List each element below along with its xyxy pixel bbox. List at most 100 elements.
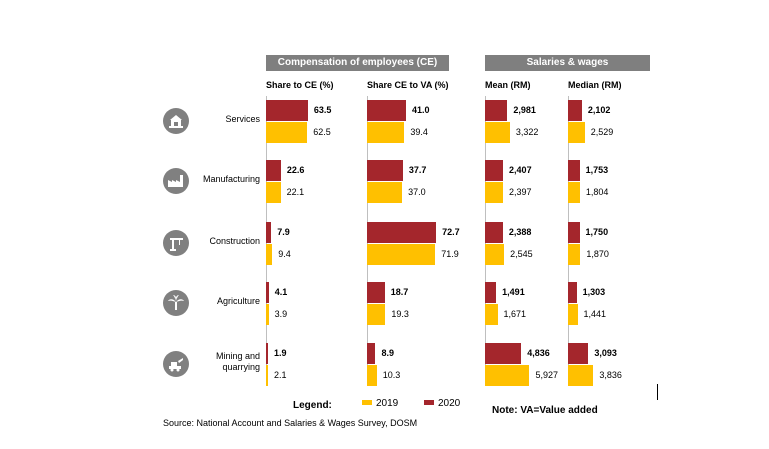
value-label-2019: 3,836 <box>599 370 622 380</box>
value-label-2019: 2.1 <box>274 370 287 380</box>
value-label-2019: 3.9 <box>274 309 288 319</box>
value-label-2019: 1,671 <box>503 309 527 319</box>
value-label-2020: 2,102 <box>587 105 611 115</box>
value-label-2020: 2,407 <box>509 165 532 175</box>
value-label-2019: 2,545 <box>510 249 533 259</box>
bar-2020 <box>568 100 582 121</box>
bar-2020 <box>367 222 437 243</box>
bar-2019 <box>485 244 505 265</box>
bar-2020 <box>266 343 268 364</box>
bar-2020 <box>568 160 580 181</box>
bar-2020 <box>568 282 577 303</box>
agriculture-icon <box>163 290 189 316</box>
bar-2019 <box>266 122 308 143</box>
bar-2019 <box>367 122 405 143</box>
value-label-2019: 2,397 <box>508 187 532 197</box>
column-header-median: Median (RM) <box>568 80 622 90</box>
value-label-2019: 9.4 <box>278 249 291 259</box>
note-text: Note: VA=Value added <box>492 405 598 416</box>
sector-label: Construction <box>209 236 260 246</box>
legend-title: Legend: <box>293 400 332 411</box>
bar-2019 <box>485 182 503 203</box>
value-label-2020: 4.1 <box>274 287 288 297</box>
services-icon <box>163 108 189 134</box>
value-label-2019: 1,804 <box>585 187 609 197</box>
value-label-2020: 1,750 <box>585 227 609 237</box>
value-label-2020: 18.7 <box>390 287 409 297</box>
value-label-2019: 10.3 <box>382 370 401 380</box>
value-label-2020: 1,491 <box>502 287 525 297</box>
value-label-2019: 39.4 <box>410 127 428 137</box>
value-label-2020: 72.7 <box>442 227 460 237</box>
value-label-2019: 37.0 <box>408 187 426 197</box>
column-header-share-ce: Share to CE (%) <box>266 80 334 90</box>
bar-2020 <box>367 282 385 303</box>
bar-2019 <box>266 182 281 203</box>
legend-label-2020: 2020 <box>438 398 461 409</box>
value-label-2019: 19.3 <box>391 309 409 319</box>
bar-2019 <box>266 304 269 325</box>
bar-2020 <box>485 160 504 181</box>
value-label-2020: 41.0 <box>411 105 430 115</box>
bar-2020 <box>266 160 281 181</box>
value-label-2020: 2,981 <box>513 105 536 115</box>
value-label-2020: 4,836 <box>527 348 550 358</box>
manufacturing-icon <box>163 168 189 194</box>
bar-2019 <box>367 365 377 386</box>
value-label-2020: 63.5 <box>313 105 332 115</box>
value-label-2020: 37.7 <box>408 165 427 175</box>
source-text: Source: National Account and Salaries & … <box>163 418 418 428</box>
bar-2019 <box>266 365 268 386</box>
sector-label: Mining and quarrying <box>215 351 260 372</box>
bar-2019 <box>568 244 581 265</box>
value-label-2020: 8.9 <box>381 348 394 358</box>
salaries-header: Salaries & wages <box>485 55 650 71</box>
mining-icon <box>163 351 189 377</box>
bar-2020 <box>568 222 580 243</box>
bar-2019 <box>485 365 530 386</box>
value-label-2020: 7.9 <box>277 227 290 237</box>
value-label-2020: 3,093 <box>594 348 617 358</box>
bar-2020 <box>485 343 522 364</box>
bar-2019 <box>367 182 403 203</box>
column-header-share-va: Share CE to VA (%) <box>367 80 449 90</box>
value-label-2019: 62.5 <box>313 127 331 137</box>
bar-2019 <box>485 304 498 325</box>
bar-2020 <box>266 222 272 243</box>
bar-2020 <box>367 343 376 364</box>
bar-2019 <box>485 122 510 143</box>
sector-label: Services <box>225 114 260 124</box>
ce-header: Compensation of employees (CE) <box>266 55 449 71</box>
legend-label-2019: 2019 <box>376 398 399 409</box>
bar-2019 <box>568 365 594 386</box>
value-label-2019: 1,870 <box>586 249 609 259</box>
bar-2019 <box>568 122 585 143</box>
value-label-2019: 2,529 <box>590 127 614 137</box>
column-header-mean: Mean (RM) <box>485 80 531 90</box>
legend-swatch-2020 <box>424 400 434 405</box>
legend-swatch-2019 <box>362 400 372 405</box>
sector-label: Agriculture <box>216 296 260 306</box>
bar-2019 <box>367 304 386 325</box>
value-label-2019: 1,441 <box>583 309 607 319</box>
bar-2019 <box>568 182 580 203</box>
value-label-2019: 3,322 <box>515 127 539 137</box>
bar-2020 <box>485 222 503 243</box>
value-label-2020: 1,753 <box>585 165 609 175</box>
value-label-2020: 22.6 <box>286 165 305 175</box>
bar-2020 <box>568 343 589 364</box>
value-label-2019: 22.1 <box>286 187 305 197</box>
value-label-2020: 2,388 <box>508 227 532 237</box>
bar-2019 <box>568 304 578 325</box>
divider-tick <box>657 384 658 400</box>
bar-2019 <box>367 244 436 265</box>
bar-2020 <box>485 100 508 121</box>
value-label-2019: 5,927 <box>535 370 558 380</box>
value-label-2020: 1.9 <box>274 348 287 358</box>
bar-2020 <box>367 100 406 121</box>
value-label-2019: 71.9 <box>441 249 459 259</box>
sector-label: Manufacturing <box>202 174 260 184</box>
bar-2020 <box>485 282 497 303</box>
bar-2020 <box>367 160 403 181</box>
bar-2020 <box>266 282 269 303</box>
